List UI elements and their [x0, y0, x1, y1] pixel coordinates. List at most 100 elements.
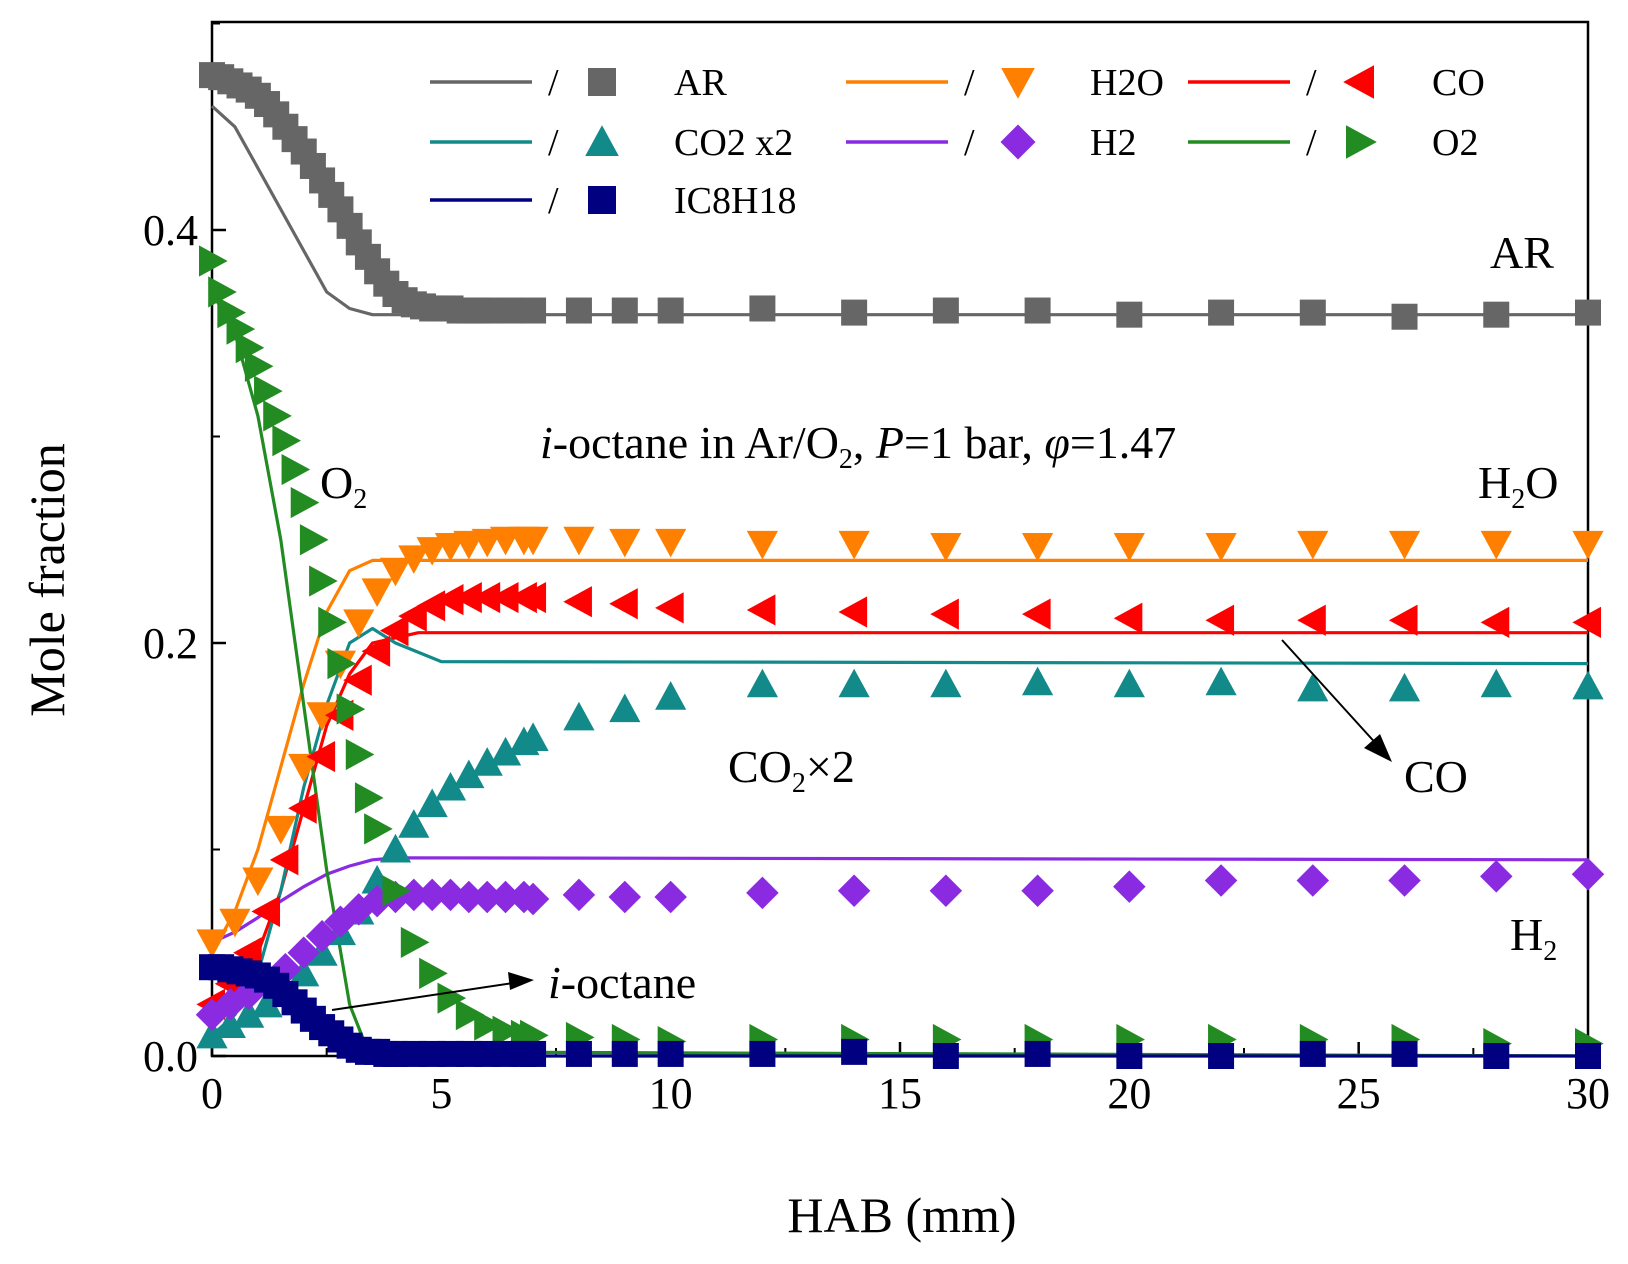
data-point-h2o	[361, 578, 393, 607]
condition-annotation: i-octane in Ar/O2, P=1 bar, φ=1.47	[540, 417, 1176, 475]
legend-label-co: CO	[1432, 62, 1485, 104]
y-axis-title: Mole fraction	[19, 443, 75, 717]
data-point-co2	[489, 736, 522, 766]
data-point-o2	[244, 350, 274, 382]
data-point-ic8h18	[932, 1043, 959, 1069]
legend-label-ic8h18: IC8H18	[674, 180, 796, 222]
legend-label-h2o: H2O	[1090, 62, 1164, 104]
legend-label-ar: AR	[674, 62, 727, 104]
x-tick-label: 30	[1566, 1069, 1610, 1118]
data-point-co	[379, 615, 409, 647]
legend-marker-o2	[1346, 125, 1377, 159]
data-point-co2	[1113, 668, 1145, 698]
legend-separator: /	[1306, 122, 1317, 164]
data-point-h2o	[655, 528, 687, 558]
data-point-ar	[1299, 299, 1326, 326]
data-point-ar	[657, 297, 684, 324]
data-point-ic8h18	[657, 1040, 684, 1067]
data-point-co	[269, 844, 299, 876]
data-point-co	[453, 581, 482, 614]
data-point-ic8h18	[1575, 1043, 1601, 1069]
experimental-points	[195, 62, 1605, 1069]
data-point-h2o	[930, 532, 962, 562]
data-point-ic8h18	[1391, 1040, 1418, 1067]
data-point-h2	[1388, 864, 1421, 897]
data-point-co	[1113, 602, 1143, 634]
data-point-co2	[838, 668, 870, 698]
data-point-co2	[453, 759, 485, 789]
data-point-co2	[746, 668, 778, 698]
data-point-h2	[929, 874, 963, 908]
data-point-co	[306, 740, 336, 773]
data-point-ic8h18	[1208, 1043, 1235, 1069]
data-point-co2	[196, 1019, 228, 1049]
x-tick-label: 20	[1107, 1069, 1151, 1118]
data-point-co2	[379, 833, 412, 863]
points-ic8h18	[199, 954, 1601, 1069]
data-point-ic8h18	[565, 1040, 592, 1067]
data-point-co2	[1205, 666, 1237, 696]
data-point-ic8h18	[1483, 1043, 1510, 1069]
y-tick-label: 0.4	[143, 206, 198, 255]
legend-marker-h2o	[1001, 68, 1035, 99]
data-point-h2o	[1297, 530, 1329, 560]
data-point-co	[361, 635, 391, 667]
data-point-h2o	[343, 609, 375, 638]
data-point-h2	[415, 878, 449, 912]
x-tick-label: 0	[201, 1069, 223, 1118]
data-point-ar	[932, 297, 959, 324]
data-point-h2o	[288, 753, 320, 783]
data-point-o2	[318, 606, 347, 638]
legend-label-o2: O2	[1432, 122, 1478, 164]
data-point-o2	[364, 813, 393, 845]
data-point-ic8h18	[1024, 1040, 1051, 1067]
data-point-co2	[434, 771, 467, 801]
data-point-h2	[470, 880, 504, 914]
data-point-o2	[254, 375, 283, 407]
data-point-ic8h18	[611, 1040, 638, 1067]
data-point-h2	[608, 880, 642, 914]
data-point-co2	[471, 747, 503, 776]
data-point-ar	[497, 297, 524, 324]
data-point-co	[343, 664, 372, 696]
data-point-h2	[562, 878, 596, 912]
data-point-h2o	[398, 545, 430, 574]
data-point-co	[288, 792, 317, 824]
legend-label-co2: CO2 x2	[674, 122, 793, 164]
data-point-h2o	[379, 557, 412, 587]
octane-label: i-octane	[548, 957, 696, 1008]
data-point-co2	[1388, 672, 1421, 702]
co-label: CO	[1404, 751, 1468, 802]
data-point-ar	[1116, 301, 1143, 328]
legend-marker-ar	[588, 68, 616, 96]
h2o-label: H2O	[1478, 457, 1558, 515]
legend-marker-ic8h18	[588, 186, 616, 214]
data-point-h2o	[1572, 530, 1604, 560]
data-point-co	[1572, 606, 1601, 638]
data-point-ar	[1483, 301, 1510, 328]
data-point-co	[1297, 604, 1326, 636]
co-arrow-line	[1281, 639, 1381, 749]
data-point-o2	[217, 297, 246, 329]
legend: / AR / H2O / CO / CO2 x2 / H2 / O2 / IC8H18	[430, 62, 1485, 222]
data-point-co2	[1022, 666, 1054, 696]
data-point-h2	[654, 880, 687, 914]
data-point-co2	[416, 788, 448, 818]
h2-label: H2	[1510, 909, 1557, 967]
data-point-h2o	[1113, 532, 1145, 562]
data-point-o2	[208, 276, 237, 308]
data-point-h2	[746, 876, 779, 910]
data-point-h2	[1296, 864, 1330, 897]
legend-label-h2: H2	[1090, 122, 1136, 164]
data-point-o2	[354, 782, 384, 814]
data-point-co	[1022, 598, 1051, 630]
data-point-h2o	[1480, 530, 1512, 560]
data-point-o2	[336, 693, 366, 725]
data-point-h2	[305, 919, 339, 953]
data-point-o2	[281, 453, 311, 486]
data-point-co2	[288, 957, 320, 987]
data-point-h2o	[1022, 532, 1054, 562]
data-point-h2	[516, 882, 550, 916]
data-point-co	[1388, 604, 1418, 636]
